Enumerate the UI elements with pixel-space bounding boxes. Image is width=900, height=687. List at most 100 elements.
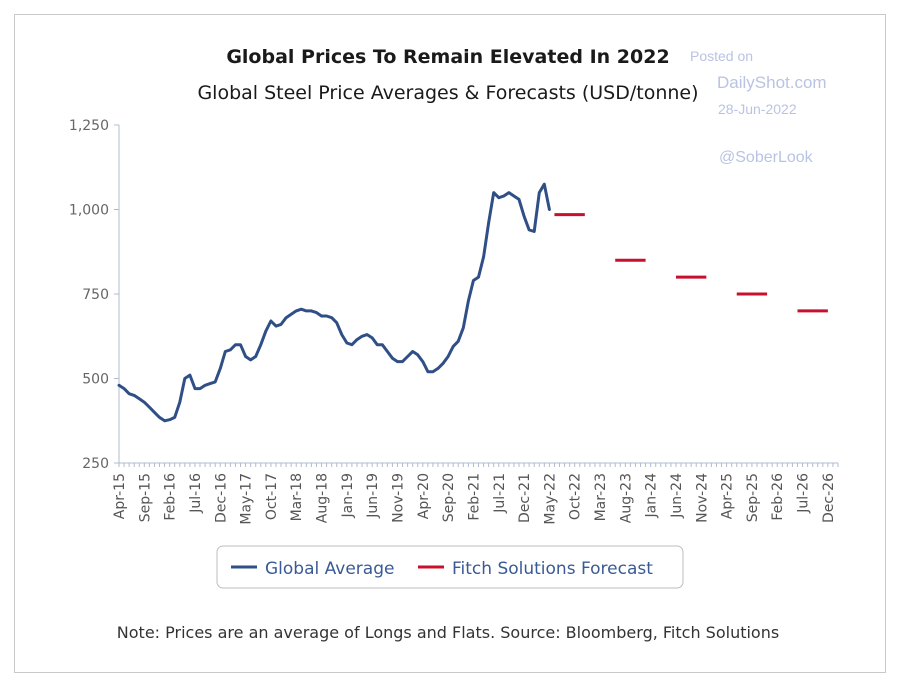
global-average-point bbox=[391, 357, 394, 359]
global-average-point bbox=[477, 276, 480, 278]
global-average-point bbox=[503, 195, 505, 197]
legend-box bbox=[216, 545, 684, 589]
y-tick-label: 1,000 bbox=[69, 203, 109, 219]
x-tick-label: Jan-19 bbox=[340, 473, 356, 518]
global-average-point bbox=[508, 192, 510, 194]
legend-label-global-average: Global Average bbox=[265, 559, 394, 579]
global-average-point bbox=[482, 256, 485, 258]
x-tick-label: Feb-21 bbox=[466, 473, 482, 521]
x-tick-label: Apr-15 bbox=[112, 473, 128, 519]
global-average-point bbox=[275, 325, 277, 327]
x-tick-label: Sep-20 bbox=[441, 473, 457, 522]
global-average-point bbox=[401, 361, 404, 363]
global-average-point bbox=[325, 315, 328, 317]
global-average-point bbox=[260, 344, 262, 346]
global-average-point bbox=[229, 349, 231, 351]
global-average-point bbox=[356, 339, 358, 341]
global-average-point bbox=[396, 361, 399, 363]
watermark-site: DailyShot.com bbox=[717, 73, 827, 92]
source-note: Note: Prices are an average of Longs and… bbox=[117, 623, 779, 642]
x-tick-label: Oct-22 bbox=[568, 473, 584, 520]
x-tick-label: Sep-25 bbox=[745, 473, 761, 522]
global-average-point bbox=[209, 382, 211, 385]
watermark-date: 28-Jun-2022 bbox=[718, 101, 797, 117]
global-average-point bbox=[219, 367, 221, 369]
x-tick-label: Apr-20 bbox=[416, 473, 432, 519]
global-average-point bbox=[341, 333, 343, 336]
x-tick-label: Jun-19 bbox=[365, 473, 381, 519]
x-tick-labels: Apr-15 Sep-15 Feb-16 Jul-16 Dec-16 May-17 Oct-… bbox=[112, 473, 837, 525]
x-tick-label: Nov-24 bbox=[694, 473, 710, 523]
global-average-point bbox=[143, 401, 145, 403]
global-average-point bbox=[462, 327, 464, 329]
x-tick-label: Jul-26 bbox=[796, 473, 812, 514]
global-average-point bbox=[128, 393, 130, 395]
global-average-point bbox=[189, 374, 191, 376]
global-average-point bbox=[331, 317, 333, 319]
global-average-point bbox=[548, 208, 550, 211]
global-average-point bbox=[118, 384, 120, 386]
global-average-point bbox=[179, 401, 181, 403]
global-average-point bbox=[305, 310, 307, 312]
global-average-point bbox=[184, 377, 186, 380]
global-average-point bbox=[285, 317, 287, 319]
x-tick-label: May-17 bbox=[239, 473, 255, 525]
x-tick-label: Apr-25 bbox=[720, 473, 736, 519]
x-tick-label: Dec-16 bbox=[213, 473, 229, 523]
x-tick-label: Mar-23 bbox=[593, 473, 609, 521]
global-average-point bbox=[427, 371, 429, 373]
global-average-point bbox=[432, 371, 434, 373]
global-average-point bbox=[194, 388, 196, 390]
global-average-point bbox=[437, 367, 439, 369]
global-average-point bbox=[528, 229, 530, 231]
global-average-point bbox=[265, 330, 267, 332]
x-tick-label: Jun-24 bbox=[669, 473, 685, 519]
global-average-point bbox=[452, 345, 454, 347]
series-global-average-line bbox=[117, 182, 551, 423]
x-tick-label: Dec-26 bbox=[821, 473, 837, 523]
x-tick-label: Jul-16 bbox=[188, 473, 204, 514]
global-average-point bbox=[371, 337, 373, 339]
global-average-point bbox=[123, 388, 125, 390]
chart-subtitle: Global Steel Price Averages & Forecasts … bbox=[197, 82, 698, 104]
global-average-point bbox=[336, 322, 338, 324]
global-average-point bbox=[204, 384, 206, 386]
global-average-point bbox=[234, 344, 237, 346]
global-average-point bbox=[244, 355, 247, 358]
global-average-point bbox=[543, 183, 545, 185]
global-average-point bbox=[270, 320, 272, 322]
global-average-point bbox=[174, 416, 176, 418]
global-average-point bbox=[280, 323, 282, 326]
global-average-point bbox=[346, 342, 348, 344]
global-average-point bbox=[457, 340, 459, 342]
series-layer bbox=[117, 182, 828, 423]
x-tick-label: Feb-16 bbox=[163, 473, 179, 521]
global-average-point bbox=[239, 344, 242, 346]
x-tick-label: Feb-26 bbox=[770, 473, 786, 521]
global-average-point bbox=[381, 344, 383, 346]
global-average-point bbox=[163, 420, 166, 422]
global-average-point bbox=[300, 308, 302, 310]
global-average-point bbox=[133, 394, 135, 396]
global-average-point bbox=[315, 311, 318, 314]
legend: Global Average Fitch Solutions Forecast bbox=[216, 545, 684, 589]
x-tick-label: Mar-18 bbox=[289, 473, 305, 521]
global-average-point bbox=[310, 310, 313, 312]
global-average-point bbox=[148, 406, 150, 408]
global-average-point bbox=[351, 344, 353, 346]
global-average-point bbox=[417, 354, 419, 356]
x-tick-label: Jul-21 bbox=[492, 473, 508, 514]
x-tick-label: May-22 bbox=[542, 473, 558, 525]
y-tick-label: 750 bbox=[82, 287, 109, 303]
y-tick-label: 1,250 bbox=[69, 118, 109, 134]
y-tick-label: 500 bbox=[82, 372, 109, 388]
x-tick-label: Dec-21 bbox=[517, 473, 533, 523]
global-average-point bbox=[472, 279, 475, 282]
watermark-posted-on: Posted on bbox=[690, 48, 753, 64]
global-average-point bbox=[169, 419, 171, 421]
global-average-point bbox=[533, 230, 535, 233]
global-average-point bbox=[361, 335, 363, 337]
global-average-point bbox=[250, 359, 252, 361]
global-average-point bbox=[255, 355, 257, 358]
